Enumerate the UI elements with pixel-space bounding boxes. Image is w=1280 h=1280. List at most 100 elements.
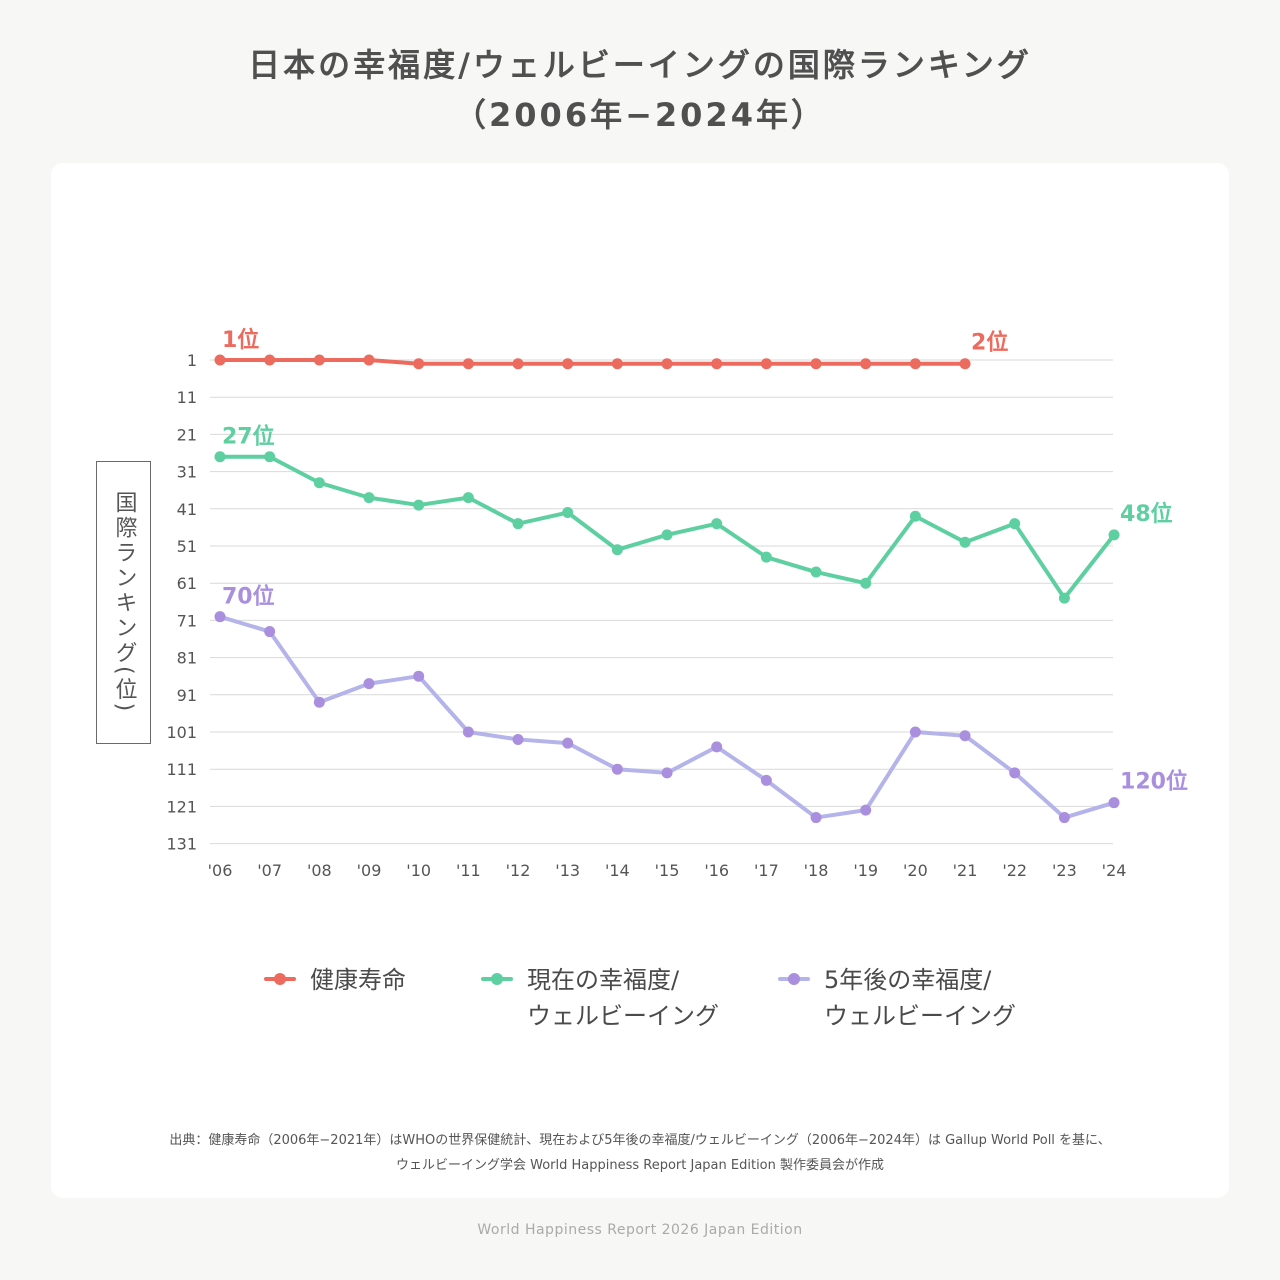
series-line-current: [218, 454, 1117, 601]
data-point-health: [810, 358, 822, 370]
x-tick-label: '23: [1052, 861, 1077, 880]
data-point-future: [810, 812, 822, 824]
x-tick-label: '20: [903, 861, 928, 880]
data-point-current: [1058, 592, 1070, 604]
x-tick-label: '11: [456, 861, 481, 880]
y-tick-label: 61: [177, 574, 197, 593]
data-point-current: [214, 451, 226, 463]
data-point-future: [214, 611, 226, 623]
data-point-current: [313, 477, 325, 489]
data-point-current: [810, 566, 822, 578]
chart-card: [51, 163, 1229, 1198]
data-point-future: [1108, 797, 1120, 809]
data-point-future: [1009, 767, 1021, 779]
y-tick-label: 81: [177, 649, 197, 668]
y-tick-label: 91: [177, 686, 197, 705]
data-point-future: [313, 696, 325, 708]
source-line1: 出典：健康寿命（2006年−2021年）はWHOの世界保健統計、現在および5年後…: [169, 1133, 1111, 1148]
y-tick-label: 71: [177, 611, 197, 630]
x-tick-label: '12: [506, 861, 531, 880]
data-point-health: [512, 358, 524, 370]
x-tick-label: '21: [953, 861, 978, 880]
y-tick-label: 131: [166, 835, 197, 854]
x-tick-label: '24: [1102, 861, 1127, 880]
x-tick-label: '13: [555, 861, 580, 880]
data-point-current: [462, 492, 474, 504]
source-note: 出典：健康寿命（2006年−2021年）はWHOの世界保健統計、現在および5年後…: [0, 1128, 1280, 1178]
data-point-current: [909, 510, 921, 522]
data-point-future: [860, 804, 872, 816]
footer-credit: World Happiness Report 2026 Japan Editio…: [477, 1222, 803, 1238]
x-tick-label: '18: [804, 861, 829, 880]
y-axis-label: 国際ランキング(位): [111, 490, 137, 715]
data-point-current: [413, 499, 425, 511]
chart-title: 日本の幸福度/ウェルビーイングの国際ランキング （2006年−2024年）: [0, 40, 1280, 140]
x-tick-label: '22: [1002, 861, 1027, 880]
data-point-future: [959, 730, 971, 742]
x-tick-label: '19: [853, 861, 878, 880]
data-point-current: [959, 536, 971, 548]
data-point-current: [562, 507, 574, 519]
data-label-future: 120位: [1120, 769, 1188, 795]
data-point-health: [611, 358, 623, 370]
data-point-health: [760, 358, 772, 370]
data-point-future: [562, 737, 574, 749]
x-tick-label: '06: [208, 861, 233, 880]
series-line-future: [218, 614, 1117, 820]
y-tick-label: 101: [166, 723, 197, 742]
data-point-health: [959, 358, 971, 370]
legend-label-health: 健康寿命: [310, 966, 406, 994]
y-tick-label: 121: [166, 797, 197, 816]
data-point-current: [1108, 529, 1120, 541]
data-point-current: [711, 518, 723, 530]
data-point-current: [760, 551, 772, 563]
data-point-health: [661, 358, 673, 370]
data-label-health: 2位: [971, 330, 1008, 356]
data-label-current: 48位: [1120, 501, 1173, 527]
data-label-health: 1位: [222, 327, 259, 353]
data-point-health: [860, 358, 872, 370]
chart-title-line2: （2006年−2024年）: [454, 96, 826, 134]
legend-swatch-future: [778, 962, 810, 996]
data-point-future: [909, 726, 921, 738]
x-tick-label: '16: [704, 861, 729, 880]
data-point-health: [363, 354, 375, 366]
x-tick-label: '14: [605, 861, 630, 880]
x-tick-label: '15: [655, 861, 680, 880]
data-point-current: [860, 577, 872, 589]
y-tick-label: 41: [177, 500, 197, 519]
x-tick-label: '07: [257, 861, 282, 880]
data-label-current: 27位: [222, 424, 275, 450]
data-label-future: 70位: [222, 584, 275, 610]
legend-label-future: 5年後の幸福度/ ウェルビーイング: [824, 966, 1016, 1030]
data-point-current: [661, 529, 673, 541]
series-line-health: [218, 358, 968, 366]
y-tick-label: 21: [177, 425, 197, 444]
data-point-future: [1058, 812, 1070, 824]
data-point-health: [413, 358, 425, 370]
x-tick-label: '09: [357, 861, 382, 880]
data-point-future: [711, 741, 723, 753]
data-point-current: [512, 518, 524, 530]
legend-item-health: 健康寿命: [264, 962, 406, 998]
data-point-future: [363, 678, 375, 690]
legend-swatch-health: [264, 962, 296, 996]
data-point-health: [909, 358, 921, 370]
legend: 健康寿命 現在の幸福度/ ウェルビーイング 5年後の幸福度/ ウェルビーイング: [0, 962, 1280, 1042]
data-point-current: [611, 544, 623, 556]
y-tick-label: 1: [187, 351, 197, 370]
data-point-health: [313, 354, 325, 366]
legend-label-current: 現在の幸福度/ ウェルビーイング: [527, 966, 719, 1030]
x-tick-label: '08: [307, 861, 332, 880]
data-point-future: [462, 726, 474, 738]
legend-item-future: 5年後の幸福度/ ウェルビーイング: [778, 962, 1016, 1034]
y-tick-label: 51: [177, 537, 197, 556]
data-point-current: [264, 451, 276, 463]
y-tick-label: 31: [177, 463, 197, 482]
data-point-future: [264, 626, 276, 638]
x-tick-label: '17: [754, 861, 779, 880]
chart-title-line1: 日本の幸福度/ウェルビーイングの国際ランキング: [248, 46, 1032, 84]
data-point-future: [760, 774, 772, 786]
data-point-future: [512, 733, 524, 745]
